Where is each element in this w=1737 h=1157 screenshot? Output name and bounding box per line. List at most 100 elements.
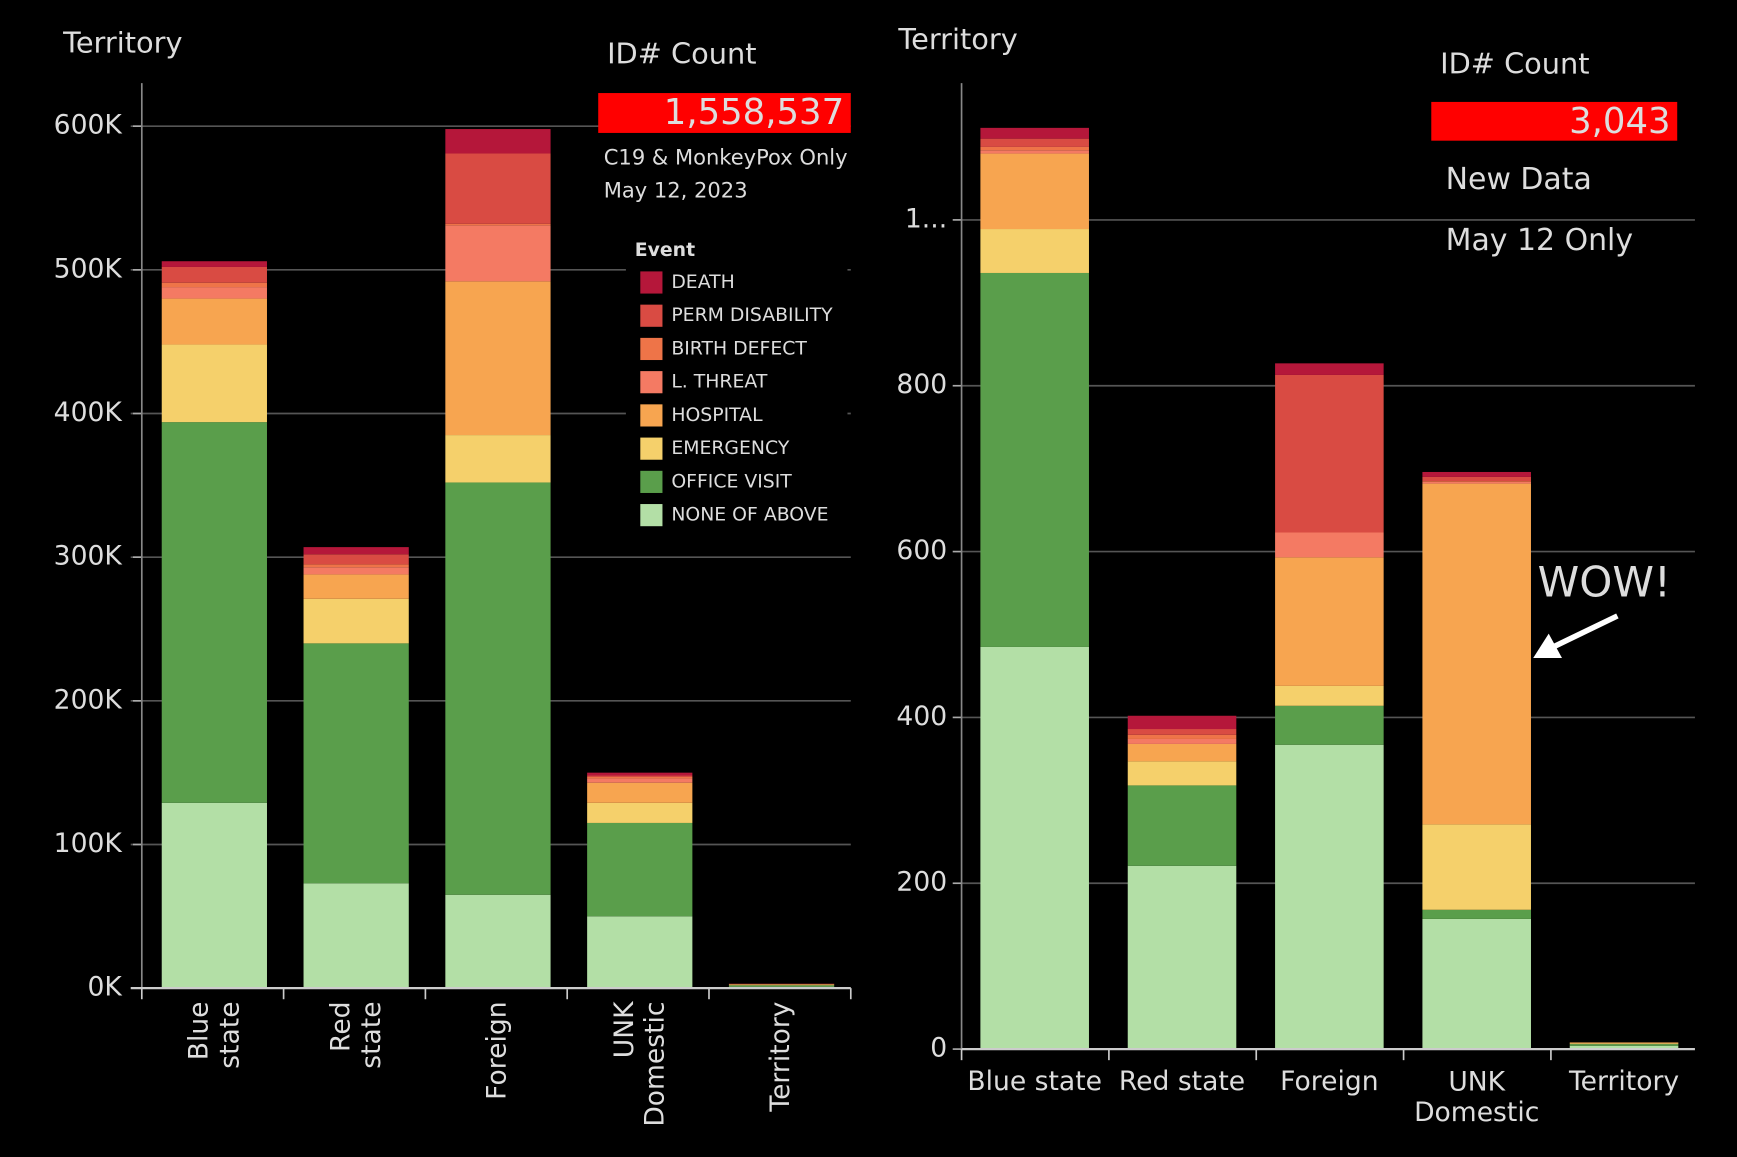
bar-segment (1275, 685, 1384, 706)
bar-segment (1275, 557, 1384, 686)
bar-segment (303, 598, 409, 644)
legend-swatch (640, 404, 663, 427)
bar-segment (728, 984, 835, 985)
kpi-box (598, 93, 851, 133)
bar-segment (1275, 363, 1384, 375)
bar-segment (161, 298, 267, 345)
bar-segment (161, 266, 267, 283)
annotation-arrowhead (1533, 633, 1562, 659)
legend-label: HOSPITAL (671, 405, 763, 426)
bar-segment (1422, 481, 1531, 482)
bar-segment (303, 554, 409, 565)
bar-segment (980, 127, 1089, 139)
bar-segment (1127, 743, 1237, 762)
bar-segment (1569, 1045, 1679, 1050)
bar-segment (445, 129, 551, 154)
x-tick-label: Bluestate (183, 1001, 245, 1068)
chart-title: Territory (62, 25, 182, 59)
note: C19 & MonkeyPox Only (604, 144, 848, 169)
note: May 12, 2023 (604, 178, 748, 203)
bar-segment (161, 287, 267, 299)
y-tick-label: 100K (54, 828, 123, 859)
bar-segment (980, 229, 1089, 273)
bar-segment (980, 646, 1089, 1050)
y-tick-label: 400 (896, 701, 947, 732)
kpi-label: ID# Count (1440, 46, 1589, 80)
kpi-box (1431, 101, 1678, 141)
legend-background (625, 230, 848, 530)
bar-segment (1422, 824, 1531, 910)
bar-segment (303, 574, 409, 599)
bar-segment (980, 150, 1089, 154)
x-tick-label: UNKDomestic (609, 1001, 671, 1127)
legend-title: Event (635, 240, 695, 261)
kpi-value: 3,043 (1569, 101, 1670, 142)
chart-title: Territory (897, 22, 1017, 56)
bar-segment (161, 802, 267, 989)
x-tick-label: Blue state (967, 1066, 1102, 1097)
note: May 12 Only (1446, 223, 1633, 258)
bar-segment (1275, 744, 1384, 1050)
y-tick-label: 200K (54, 684, 123, 715)
x-tick-label: Redstate (325, 1001, 387, 1068)
bar-segment (1422, 918, 1531, 1050)
bar-segment (587, 782, 693, 803)
legend-label: OFFICE VISIT (671, 471, 792, 492)
kpi-value: 1,558,537 (664, 92, 844, 133)
bar-segment (445, 223, 551, 226)
bar-segment (587, 772, 693, 776)
bar-segment (1275, 532, 1384, 558)
y-tick-label: 500K (54, 253, 123, 284)
bar-segment (1422, 909, 1531, 919)
y-tick-label: 300K (54, 541, 123, 572)
bar-segment (980, 138, 1089, 147)
bar-segment (445, 894, 551, 989)
bar-segment (1275, 705, 1384, 745)
bar-segment (303, 883, 409, 989)
bar-segment (1422, 481, 1531, 484)
bar-segment (445, 153, 551, 224)
y-tick-label: 0 (930, 1033, 947, 1064)
bar-segment (161, 344, 267, 423)
x-tick-label: Foreign (1280, 1066, 1378, 1097)
note: New Data (1446, 162, 1592, 197)
bar-segment (445, 225, 551, 282)
legend-swatch (640, 437, 663, 460)
annotation: WOW! (1538, 557, 1671, 606)
legend-swatch (640, 304, 663, 327)
bar-segment (1422, 471, 1531, 477)
bar-segment (303, 567, 409, 575)
y-tick-label: 1... (905, 203, 947, 234)
bar-segment (1275, 374, 1384, 533)
bar-segment (303, 547, 409, 555)
charts: 0K 100K 200K 300K 400K 500K 600K Bluestate Redst… (54, 22, 1695, 1127)
bar-segment (587, 775, 693, 777)
bar-segment (980, 153, 1089, 230)
legend-swatch (640, 337, 663, 361)
legend-label: L. THREAT (671, 372, 768, 393)
bar-segment (587, 778, 693, 783)
x-tick-label: Territory (1568, 1066, 1679, 1097)
legend-label: PERM DISABILITY (671, 305, 833, 326)
bar-segment (1422, 476, 1531, 482)
bar-segment (445, 435, 551, 483)
bar-segment (1127, 785, 1237, 866)
bar-segment (1569, 1044, 1679, 1046)
bar-segment (728, 985, 835, 987)
bar-segment (303, 564, 409, 568)
y-tick-label: 200 (896, 867, 947, 898)
legend-label: DEATH (671, 272, 734, 293)
bar-segment (303, 643, 409, 884)
bar-segment (1127, 734, 1237, 739)
bar-segment (1422, 483, 1531, 825)
y-tick-label: 0K (88, 972, 123, 1003)
bar-segment (1127, 865, 1237, 1050)
bar-segment (980, 272, 1089, 647)
annotation-arrow (1551, 613, 1619, 650)
bar-segment (1569, 1042, 1679, 1044)
x-tick-label: Territory (765, 1001, 796, 1112)
bar-segment (445, 281, 551, 436)
bar-segment (587, 822, 693, 917)
y-tick-label: 600K (54, 110, 123, 141)
